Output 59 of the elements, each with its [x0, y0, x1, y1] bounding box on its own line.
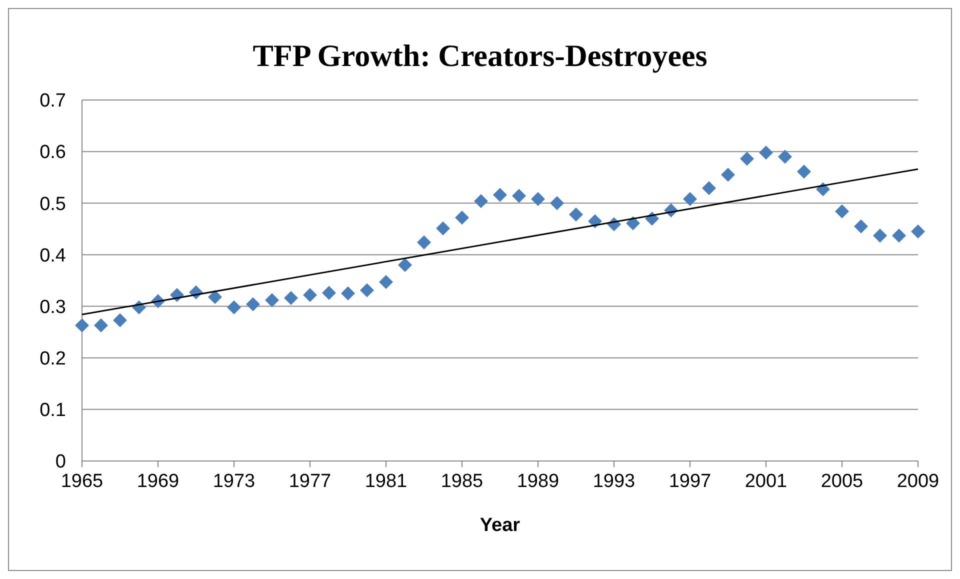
point [493, 188, 507, 202]
point [113, 313, 127, 328]
x-tick-label: 2001 [744, 471, 788, 492]
point [208, 290, 222, 304]
x-tick-label: 2005 [820, 471, 864, 492]
point [417, 235, 431, 250]
point [854, 219, 868, 234]
y-tick-label: 0.3 [40, 296, 66, 318]
point [531, 192, 545, 206]
point [778, 150, 792, 164]
point [911, 224, 925, 239]
x-axis-title: Year [480, 515, 521, 536]
point [75, 318, 89, 332]
point [398, 258, 412, 272]
chart-title: TFP Growth: Creators-Destroyees [252, 38, 708, 73]
point [588, 214, 602, 228]
y-tick-label: 0 [55, 452, 66, 473]
x-tick-label: 1985 [440, 471, 484, 492]
y-tick-label: 0.2 [40, 348, 66, 370]
point [455, 210, 469, 225]
point [360, 283, 374, 298]
point [721, 168, 735, 182]
y-tick-label: 0.1 [40, 400, 66, 422]
point [892, 228, 906, 243]
y-tick-label: 0.4 [40, 245, 66, 266]
x-tick-label: 2009 [896, 471, 940, 492]
y-tick-label: 0.5 [40, 194, 66, 215]
point [227, 300, 241, 314]
x-tick-label: 1997 [668, 471, 712, 492]
x-tick-label: 1965 [60, 471, 104, 492]
x-tick-label: 1977 [288, 471, 332, 492]
point [474, 194, 488, 208]
point [379, 275, 393, 290]
point [303, 288, 317, 302]
x-tick-label: 1989 [516, 471, 560, 492]
point [873, 228, 887, 243]
x-tick-label: 1981 [364, 471, 408, 492]
point [246, 297, 260, 312]
point [626, 216, 640, 230]
x-tick-label: 1973 [212, 471, 256, 492]
point [265, 293, 279, 308]
point [322, 286, 336, 300]
point [550, 196, 564, 210]
y-tick-label: 0.6 [40, 142, 66, 164]
point [683, 192, 697, 206]
x-tick-label: 1993 [592, 471, 636, 492]
y-tick-label: 0.7 [40, 90, 66, 112]
point [341, 286, 355, 300]
point [569, 207, 583, 222]
point [835, 204, 849, 218]
point [94, 318, 108, 332]
point [512, 188, 526, 203]
point [702, 181, 716, 196]
x-tick-label: 1969 [136, 471, 180, 492]
point [436, 221, 450, 236]
point [797, 164, 811, 179]
point [284, 291, 298, 306]
point [759, 146, 773, 160]
point [740, 152, 754, 166]
